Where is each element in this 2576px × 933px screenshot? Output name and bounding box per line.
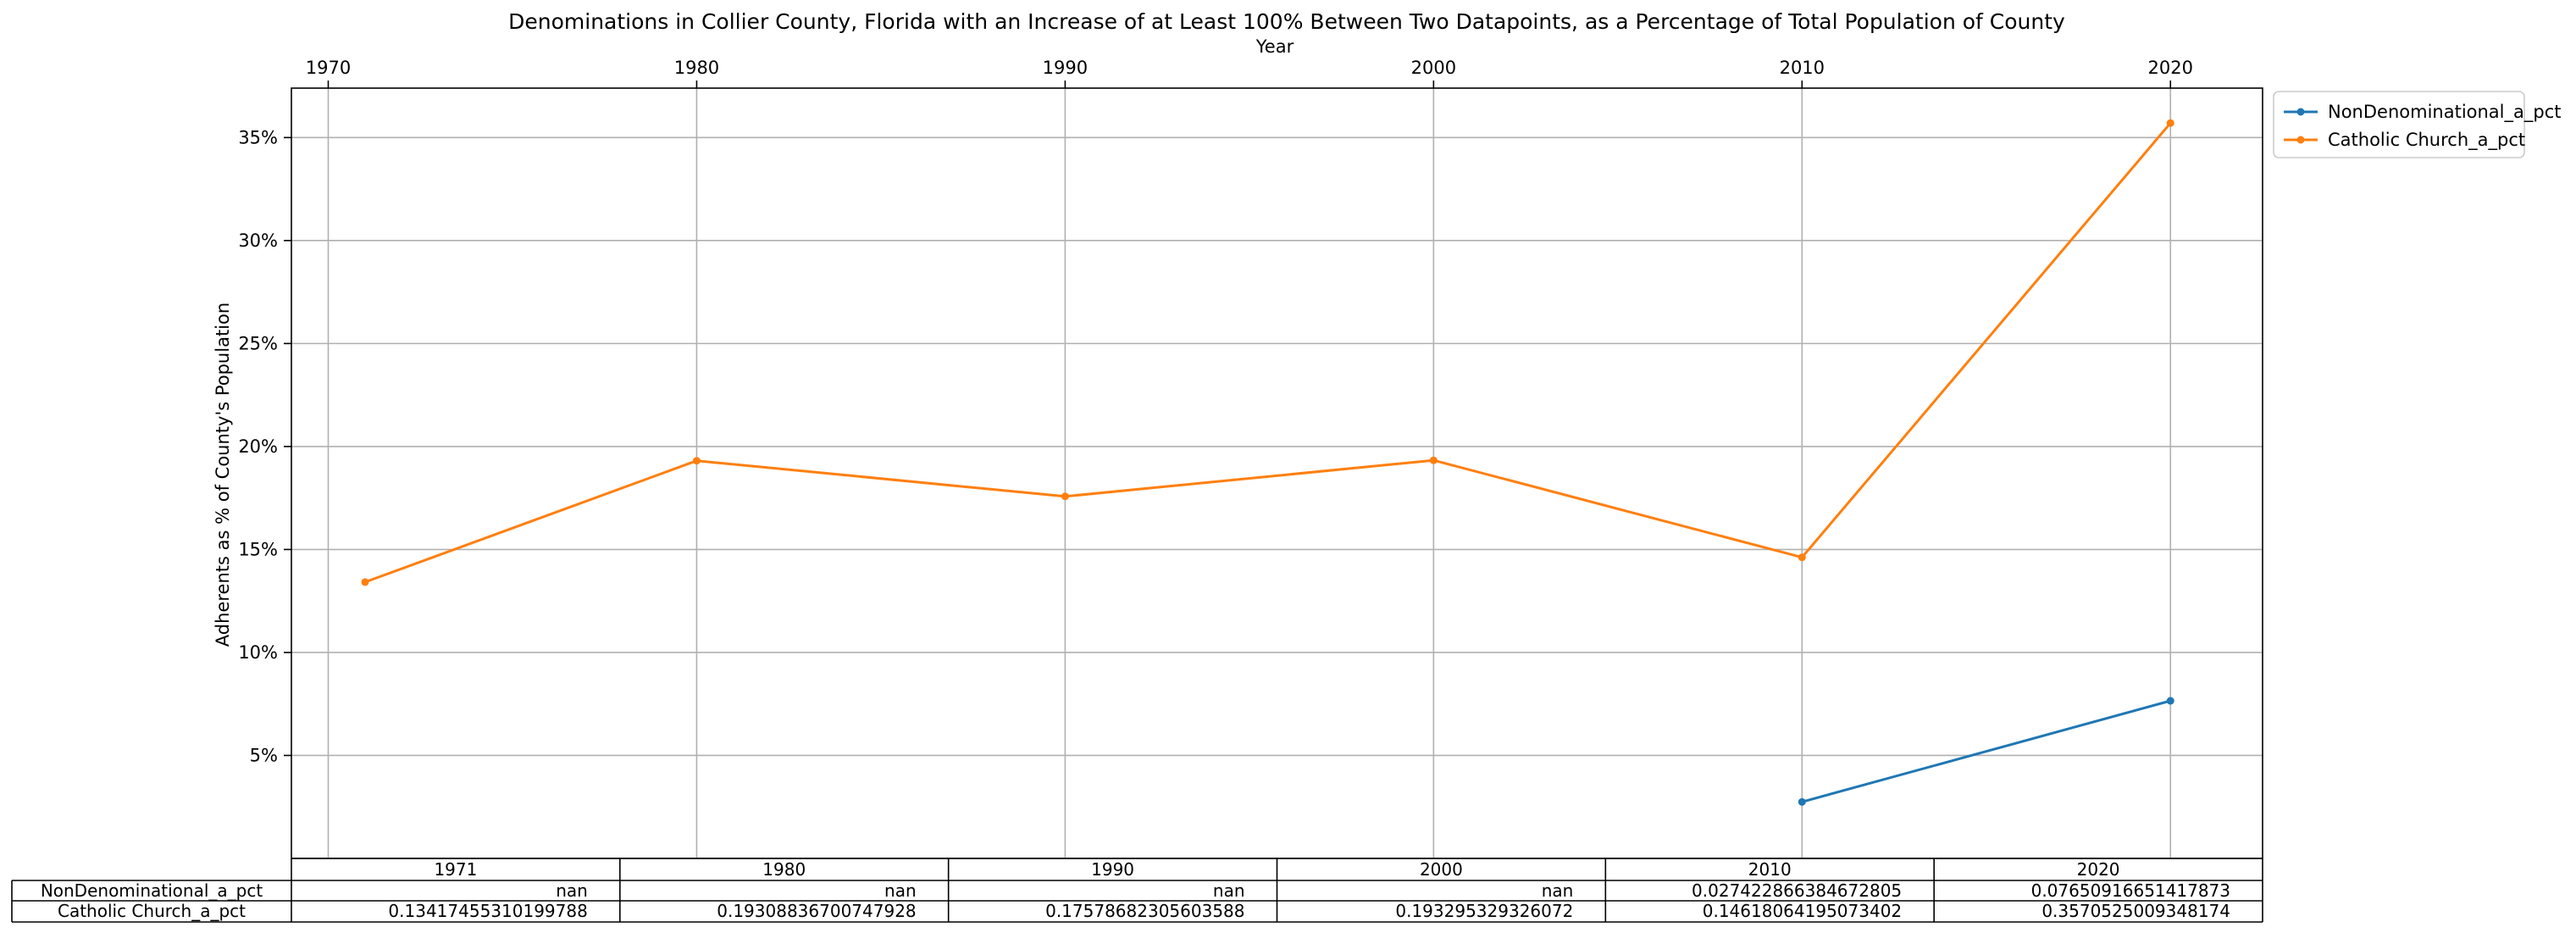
- table-cell: nan: [1213, 880, 1245, 901]
- series-line-1: [364, 122, 2172, 584]
- table-cell: 0.07650916651417873: [2031, 880, 2230, 901]
- table-col-header: 2000: [1420, 859, 1463, 880]
- table-col-header: 2020: [2077, 859, 2120, 880]
- y-tick-label: 35%: [238, 127, 278, 147]
- axis-layer: 1970 1980 1990 2000 2010 2020 5% 10% 15% 20% 25% 30…: [238, 58, 2263, 859]
- table-cell: nan: [1542, 880, 1574, 901]
- table-col-header: 1990: [1091, 859, 1134, 880]
- data-point: [361, 578, 369, 586]
- table-cell: 0.3570525009348174: [2041, 901, 2230, 921]
- table-cell: 0.19308836700747928: [717, 901, 916, 921]
- data-point: [2166, 697, 2174, 705]
- series-line-0: [1801, 699, 2171, 803]
- x-tick-label: 2010: [1780, 58, 1825, 78]
- data-point: [1798, 797, 1806, 806]
- legend-label-1: Catholic Church_a_pct: [2328, 130, 2525, 151]
- table-col-header: 2010: [1748, 859, 1792, 880]
- y-tick-label: 25%: [238, 333, 278, 353]
- data-point: [1061, 492, 1069, 501]
- grid-layer: [291, 88, 2263, 858]
- table-cell: 0.14618064195073402: [1703, 901, 1902, 921]
- x-tick-label: 2000: [1411, 58, 1456, 78]
- data-point: [692, 457, 701, 465]
- legend-marker-1: [2296, 136, 2305, 144]
- table-row-label: NonDenominational_a_pct: [41, 880, 263, 901]
- legend: NonDenominational_a_pct Catholic Church_a…: [2273, 91, 2562, 158]
- y-axis-label: Adherents as % of County's Population: [213, 303, 233, 647]
- x-tick-label: 2020: [2148, 58, 2193, 78]
- legend-marker-0: [2296, 108, 2305, 116]
- x-tick-label: 1970: [306, 58, 351, 78]
- table-col-header: 1971: [434, 859, 477, 880]
- x-tick-label: 1980: [674, 58, 719, 78]
- data-point: [2166, 119, 2174, 127]
- data-table: 1971 1980 1990 2000 2010 2020 NonDenominationa…: [11, 858, 2263, 923]
- table-cell: 0.13417455310199788: [388, 901, 587, 921]
- y-tick-label: 10%: [238, 642, 278, 663]
- data-point: [1429, 456, 1438, 464]
- legend-label-0: NonDenominational_a_pct: [2328, 102, 2562, 123]
- table-col-header: 1980: [762, 859, 806, 880]
- y-tick-label: 20%: [238, 436, 278, 457]
- series-layer: [361, 119, 2174, 806]
- x-tick-label: 1990: [1043, 58, 1088, 78]
- y-tick-label: 5%: [250, 745, 278, 765]
- table-cell: nan: [884, 880, 917, 901]
- table-cell: 0.193295329326072: [1395, 901, 1573, 921]
- data-point: [1798, 553, 1806, 562]
- table-cell: 0.027422866384672805: [1692, 880, 1902, 901]
- x-axis-label: Year: [1255, 36, 1294, 57]
- table-cell: nan: [556, 880, 588, 901]
- table-cell: 0.17578682305603588: [1045, 901, 1244, 921]
- legend-box: [2273, 91, 2525, 158]
- table-row-label: Catholic Church_a_pct: [58, 901, 246, 921]
- y-tick-label: 15%: [238, 539, 278, 559]
- y-tick-label: 30%: [238, 230, 278, 251]
- chart-title: Denominations in Collier County, Florida…: [508, 9, 2065, 34]
